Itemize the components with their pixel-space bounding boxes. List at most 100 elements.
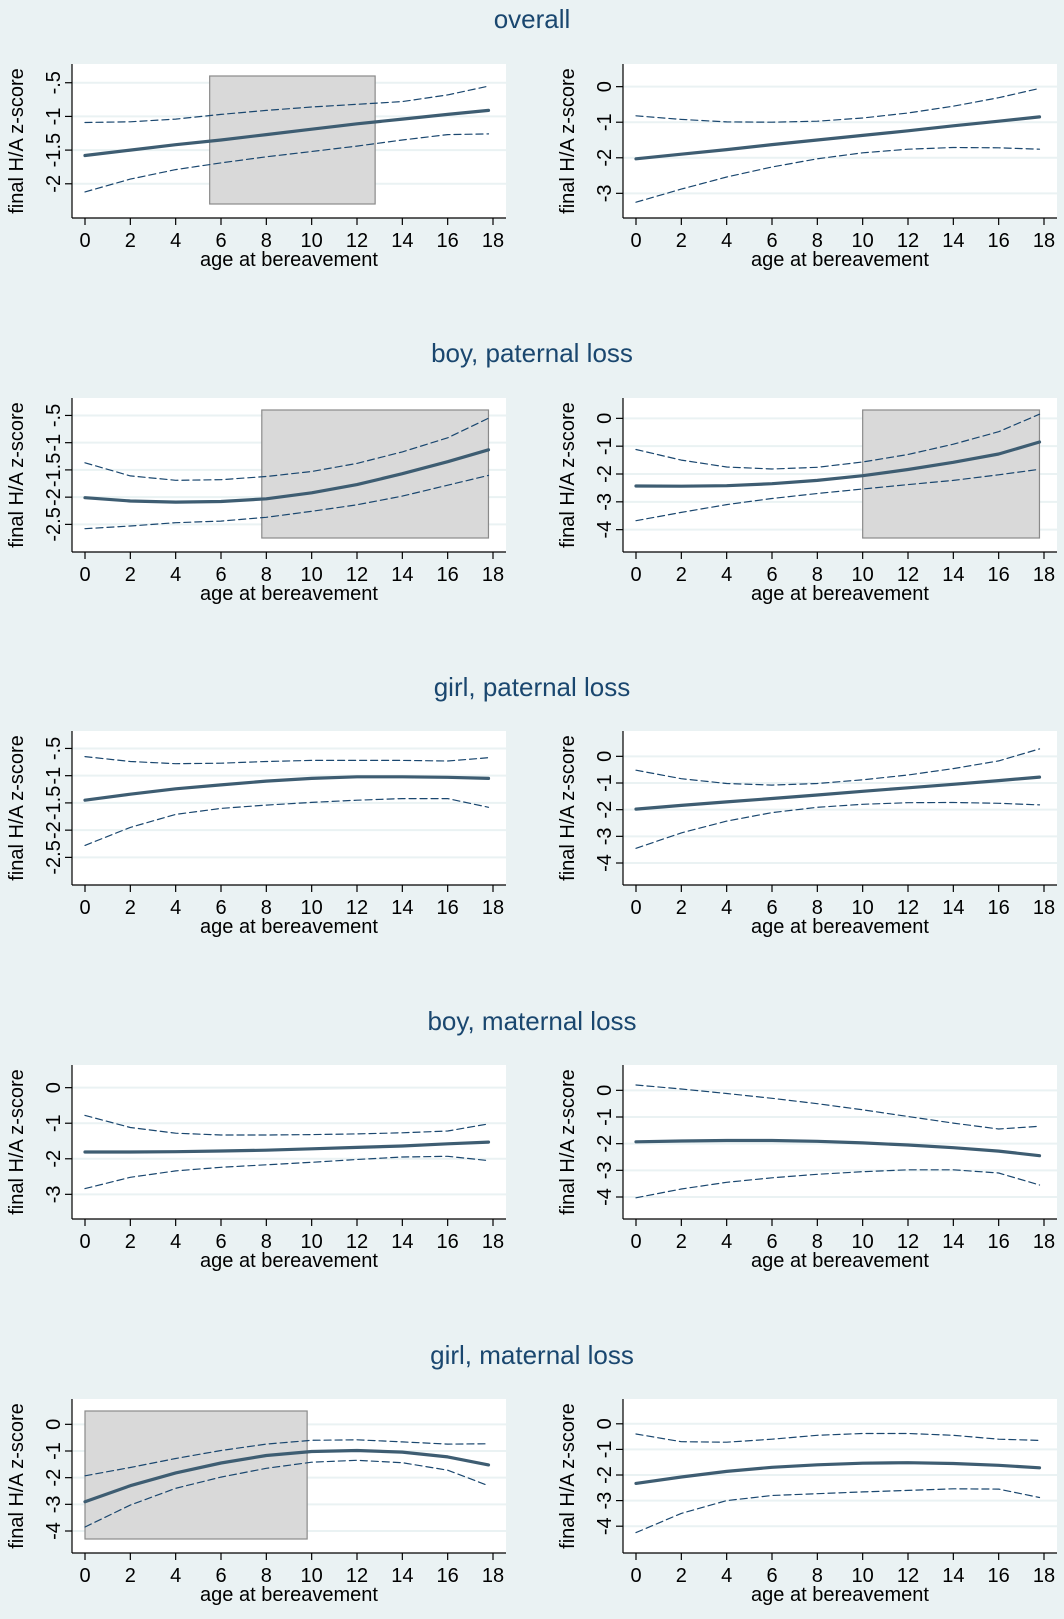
- x-axis-label: age at bereavement: [751, 1250, 929, 1272]
- y-tick-label: -1: [594, 113, 616, 131]
- x-tick-label: 10: [301, 897, 323, 919]
- x-tick-label: 8: [812, 230, 823, 252]
- x-tick-label: 2: [125, 897, 136, 919]
- y-tick-label: -1: [594, 1108, 616, 1126]
- ci-lower-line: [635, 1488, 1041, 1534]
- fit-line: [83, 1448, 491, 1504]
- row-title-overall: overall: [494, 4, 571, 34]
- ci-upper-line: [635, 1084, 1041, 1130]
- fit-line: [83, 1140, 491, 1154]
- y-tick-label: -1: [594, 437, 616, 455]
- x-tick-label: 4: [170, 564, 181, 586]
- y-tick-label: -4: [43, 1522, 65, 1540]
- ci-lower-line: [84, 1459, 490, 1528]
- x-tick-label: 10: [852, 230, 874, 252]
- x-tick-label: 8: [261, 1565, 272, 1587]
- y-tick-label: -2: [594, 149, 616, 167]
- x-tick-label: 12: [346, 230, 368, 252]
- x-tick-label: 14: [391, 1565, 413, 1587]
- row-title-boy-maternal: boy, maternal loss: [427, 1006, 636, 1036]
- x-tick-label: 0: [630, 230, 641, 252]
- x-tick-label: 12: [346, 1565, 368, 1587]
- x-tick-label: 14: [942, 564, 964, 586]
- x-tick-label: 16: [437, 230, 459, 252]
- chart-panel: 0 2 4 6 8 10 12 14 16 18 -2.5-2-1.5-1 -.5 age at ber…: [6, 731, 506, 938]
- panels-group: 0 2 4 6 8 10 12 14 16 18 -2 -1.5 -1 -.5 age at bereave…: [6, 64, 1057, 1606]
- x-tick-label: 16: [437, 564, 459, 586]
- x-tick-label: 18: [1033, 897, 1055, 919]
- y-tick-label: -2: [43, 821, 65, 839]
- y-tick-label: 0: [594, 1085, 616, 1096]
- x-tick-label: 14: [942, 1231, 964, 1253]
- x-tick-label: 10: [301, 1565, 323, 1587]
- y-tick-label: -4: [594, 521, 616, 539]
- x-tick-label: 12: [897, 897, 919, 919]
- y-tick-label: -3: [594, 1161, 616, 1179]
- x-tick-label: 18: [482, 1231, 504, 1253]
- row-title-boy-paternal: boy, paternal loss: [431, 338, 633, 368]
- fit-line: [83, 448, 491, 504]
- y-axis-label: final H/A z-score: [6, 735, 28, 881]
- y-tick-label: -.5: [43, 737, 65, 760]
- chart-panel: 0 2 4 6 8 10 12 14 16 18 -4 -3 -2 -1 0 age at bereaveme…: [557, 1399, 1057, 1606]
- y-tick-label: -.5: [43, 71, 65, 94]
- x-tick-label: 14: [942, 897, 964, 919]
- x-tick-label: 12: [897, 1565, 919, 1587]
- fit-line: [634, 775, 1042, 811]
- y-tick-label: -.5: [43, 404, 65, 427]
- ci-upper-line: [84, 85, 490, 124]
- y-tick-label: -1.5: [43, 453, 65, 487]
- ci-upper-line: [84, 1114, 490, 1136]
- x-tick-label: 2: [676, 897, 687, 919]
- x-tick-label: 2: [125, 1231, 136, 1253]
- y-tick-label: -2: [594, 1135, 616, 1153]
- plot-area: [72, 731, 506, 885]
- x-tick-label: 12: [897, 230, 919, 252]
- y-tick-label: -2: [594, 801, 616, 819]
- y-tick-label: 0: [594, 413, 616, 424]
- y-axis-label: final H/A z-score: [6, 1403, 28, 1549]
- y-tick-label: -2: [43, 1469, 65, 1487]
- ci-lower-line: [635, 1169, 1041, 1199]
- x-tick-label: 8: [261, 897, 272, 919]
- ci-lower-line: [84, 474, 490, 530]
- x-tick-label: 0: [630, 897, 641, 919]
- y-tick-label: -2: [594, 465, 616, 483]
- x-tick-label: 0: [630, 1565, 641, 1587]
- y-tick-label: -3: [43, 1185, 65, 1203]
- ci-upper-line: [84, 417, 490, 481]
- x-tick-label: 16: [437, 1231, 459, 1253]
- y-axis-label: final H/A z-score: [557, 735, 579, 881]
- x-tick-label: 18: [482, 564, 504, 586]
- x-tick-label: 6: [766, 1231, 777, 1253]
- chart-panel: 0 2 4 6 8 10 12 14 16 18 -4 -3 -2 -1 0 age at bereaveme…: [557, 1065, 1057, 1272]
- x-tick-label: 10: [852, 897, 874, 919]
- y-tick-label: -1.5: [43, 133, 65, 167]
- x-tick-label: 4: [170, 1231, 181, 1253]
- chart-panel: 0 2 4 6 8 10 12 14 16 18 -3 -2 -1 0 age at bereavement…: [557, 64, 1057, 271]
- fit-line: [634, 1461, 1042, 1485]
- chart-panel: 0 2 4 6 8 10 12 14 16 18 -3 -2 -1 0 age at bereavement…: [6, 1065, 506, 1272]
- y-axis-label: final H/A z-score: [557, 1403, 579, 1549]
- y-tick-label: -3: [594, 493, 616, 511]
- x-tick-label: 2: [676, 1231, 687, 1253]
- x-tick-label: 16: [988, 897, 1010, 919]
- shaded-region: [862, 409, 1041, 539]
- x-tick-label: 0: [630, 564, 641, 586]
- ci-lower-line: [84, 1155, 490, 1190]
- x-tick-label: 10: [852, 1565, 874, 1587]
- y-tick-label: 0: [43, 1419, 65, 1430]
- row-title-girl-paternal: girl, paternal loss: [434, 672, 631, 702]
- ci-upper-line: [635, 87, 1041, 123]
- x-tick-label: 12: [346, 564, 368, 586]
- x-tick-label: 6: [766, 897, 777, 919]
- x-axis-label: age at bereavement: [200, 249, 378, 271]
- x-tick-label: 10: [301, 564, 323, 586]
- fit-line: [83, 108, 491, 158]
- plot-area: [623, 731, 1057, 885]
- y-axis-label: final H/A z-score: [557, 68, 579, 214]
- x-tick-label: 0: [79, 1565, 90, 1587]
- y-tick-label: 0: [594, 1418, 616, 1429]
- shaded-region: [84, 1410, 308, 1540]
- shaded-region: [261, 409, 490, 539]
